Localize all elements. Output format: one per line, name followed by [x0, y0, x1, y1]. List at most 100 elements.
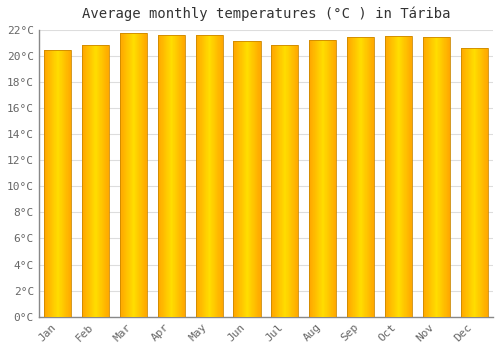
Bar — [387, 36, 388, 317]
Bar — [441, 37, 442, 317]
Bar — [171, 35, 172, 317]
Bar — [169, 35, 170, 317]
Bar — [238, 41, 239, 317]
Bar — [356, 37, 357, 317]
Bar — [322, 40, 324, 317]
Bar — [435, 37, 436, 317]
Bar — [348, 37, 349, 317]
Bar — [166, 35, 167, 317]
Bar — [205, 35, 206, 317]
Bar — [427, 37, 428, 317]
Bar — [407, 36, 408, 317]
Bar — [211, 35, 212, 317]
Bar — [449, 37, 450, 317]
Bar — [286, 45, 287, 317]
Bar — [184, 35, 185, 317]
Bar — [320, 40, 321, 317]
Bar — [479, 48, 480, 317]
Bar — [291, 45, 292, 317]
Bar — [280, 45, 281, 317]
Bar — [132, 34, 133, 317]
Bar — [105, 45, 106, 317]
Bar — [62, 50, 63, 317]
Bar — [283, 45, 284, 317]
Bar — [196, 35, 223, 317]
Bar — [309, 40, 336, 317]
Bar — [271, 45, 298, 317]
Bar — [284, 45, 285, 317]
Bar — [433, 37, 434, 317]
Bar — [259, 41, 260, 317]
Bar — [58, 50, 59, 317]
Bar — [408, 36, 409, 317]
Bar — [82, 45, 83, 317]
Bar — [46, 50, 47, 317]
Bar — [196, 35, 197, 317]
Bar — [367, 37, 368, 317]
Bar — [237, 41, 238, 317]
Bar — [107, 45, 108, 317]
Bar — [313, 40, 314, 317]
Bar — [206, 35, 207, 317]
Bar — [402, 36, 403, 317]
Bar — [70, 50, 71, 317]
Bar — [326, 40, 327, 317]
Bar — [159, 35, 160, 317]
Bar — [475, 48, 476, 317]
Bar — [210, 35, 211, 317]
Bar — [439, 37, 440, 317]
Bar — [471, 48, 472, 317]
Bar — [122, 34, 123, 317]
Bar — [447, 37, 448, 317]
Bar — [93, 45, 94, 317]
Bar — [48, 50, 49, 317]
Bar — [483, 48, 484, 317]
Bar — [204, 35, 205, 317]
Bar — [215, 35, 216, 317]
Bar — [138, 34, 139, 317]
Bar — [248, 41, 249, 317]
Bar — [98, 45, 99, 317]
Bar — [66, 50, 67, 317]
Bar — [50, 50, 51, 317]
Bar — [372, 37, 373, 317]
Bar — [472, 48, 473, 317]
Bar — [445, 37, 446, 317]
Bar — [246, 41, 247, 317]
Bar — [241, 41, 242, 317]
Bar — [362, 37, 364, 317]
Bar — [353, 37, 354, 317]
Bar — [354, 37, 355, 317]
Bar — [69, 50, 70, 317]
Bar — [404, 36, 405, 317]
Bar — [403, 36, 404, 317]
Bar — [473, 48, 474, 317]
Bar — [140, 34, 141, 317]
Title: Average monthly temperatures (°C ) in Táriba: Average monthly temperatures (°C ) in Tá… — [82, 7, 450, 21]
Bar — [394, 36, 395, 317]
Bar — [425, 37, 426, 317]
Bar — [389, 36, 390, 317]
Bar — [176, 35, 178, 317]
Bar — [49, 50, 50, 317]
Bar — [63, 50, 64, 317]
Bar — [85, 45, 86, 317]
Bar — [121, 34, 122, 317]
Bar — [129, 34, 130, 317]
Bar — [164, 35, 165, 317]
Bar — [255, 41, 256, 317]
Bar — [170, 35, 171, 317]
Bar — [357, 37, 358, 317]
Bar — [173, 35, 174, 317]
Bar — [130, 34, 132, 317]
Bar — [57, 50, 58, 317]
Bar — [257, 41, 258, 317]
Bar — [86, 45, 87, 317]
Bar — [422, 37, 423, 317]
Bar — [321, 40, 322, 317]
Bar — [134, 34, 135, 317]
Bar — [141, 34, 142, 317]
Bar — [90, 45, 91, 317]
Bar — [355, 37, 356, 317]
Bar — [59, 50, 60, 317]
